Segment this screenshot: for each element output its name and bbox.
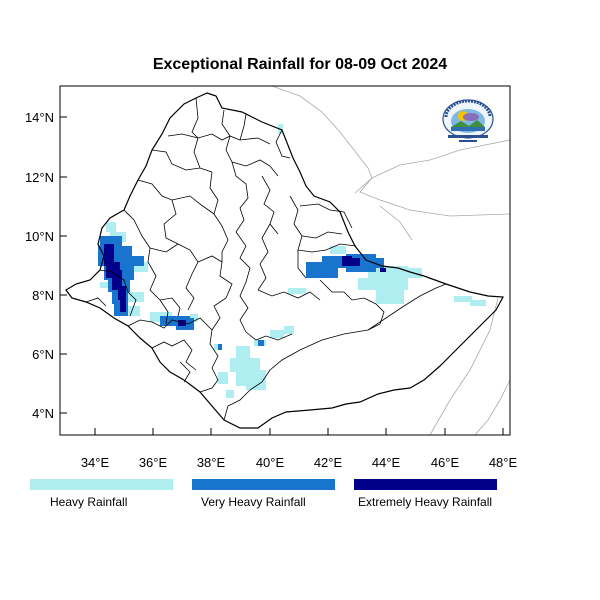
x-tick-label: 36°E xyxy=(139,455,168,470)
extremely-heavy-rainfall-areas xyxy=(104,244,386,326)
x-tick-label: 48°E xyxy=(489,455,518,470)
x-tick-label: 38°E xyxy=(197,455,226,470)
x-tick-label: 42°E xyxy=(314,455,343,470)
y-axis-labels: 4°N 6°N 8°N 10°N 12°N 14°N xyxy=(25,110,54,421)
x-tick-label: 46°E xyxy=(431,455,460,470)
admin-borders xyxy=(85,97,447,421)
x-tick-label: 44°E xyxy=(372,455,401,470)
x-axis-labels: 34°E 36°E 38°E 40°E 42°E 44°E 46°E 48°E xyxy=(81,455,518,470)
y-tick-label: 10°N xyxy=(25,229,54,244)
y-tick-label: 14°N xyxy=(25,110,54,125)
country-outline xyxy=(65,92,504,429)
legend-swatch-extremely-heavy xyxy=(354,479,497,490)
map-title: Exceptional Rainfall for 08-09 Oct 2024 xyxy=(152,56,448,73)
y-axis-ticks xyxy=(60,116,67,414)
x-axis-ticks xyxy=(94,428,504,435)
legend-label-extremely-heavy: Extremely Heavy Rainfall xyxy=(358,495,493,509)
y-tick-label: 4°N xyxy=(32,406,54,421)
x-tick-label: 40°E xyxy=(256,455,285,470)
legend-label-very-heavy: Very Heavy Rainfall xyxy=(201,495,306,509)
x-tick-label: 34°E xyxy=(81,455,110,470)
heavy-rainfall-areas xyxy=(100,124,486,398)
y-tick-label: 8°N xyxy=(32,288,54,303)
plot-frame xyxy=(59,85,511,436)
legend-label-heavy: Heavy Rainfall xyxy=(50,495,128,509)
legend-swatch-very-heavy xyxy=(192,479,335,490)
neighbour-borders xyxy=(271,86,510,435)
y-tick-label: 6°N xyxy=(32,347,54,362)
y-tick-label: 12°N xyxy=(25,170,54,185)
legend-swatch-heavy xyxy=(30,479,173,490)
meteorology-agency-logo-icon xyxy=(442,99,494,142)
